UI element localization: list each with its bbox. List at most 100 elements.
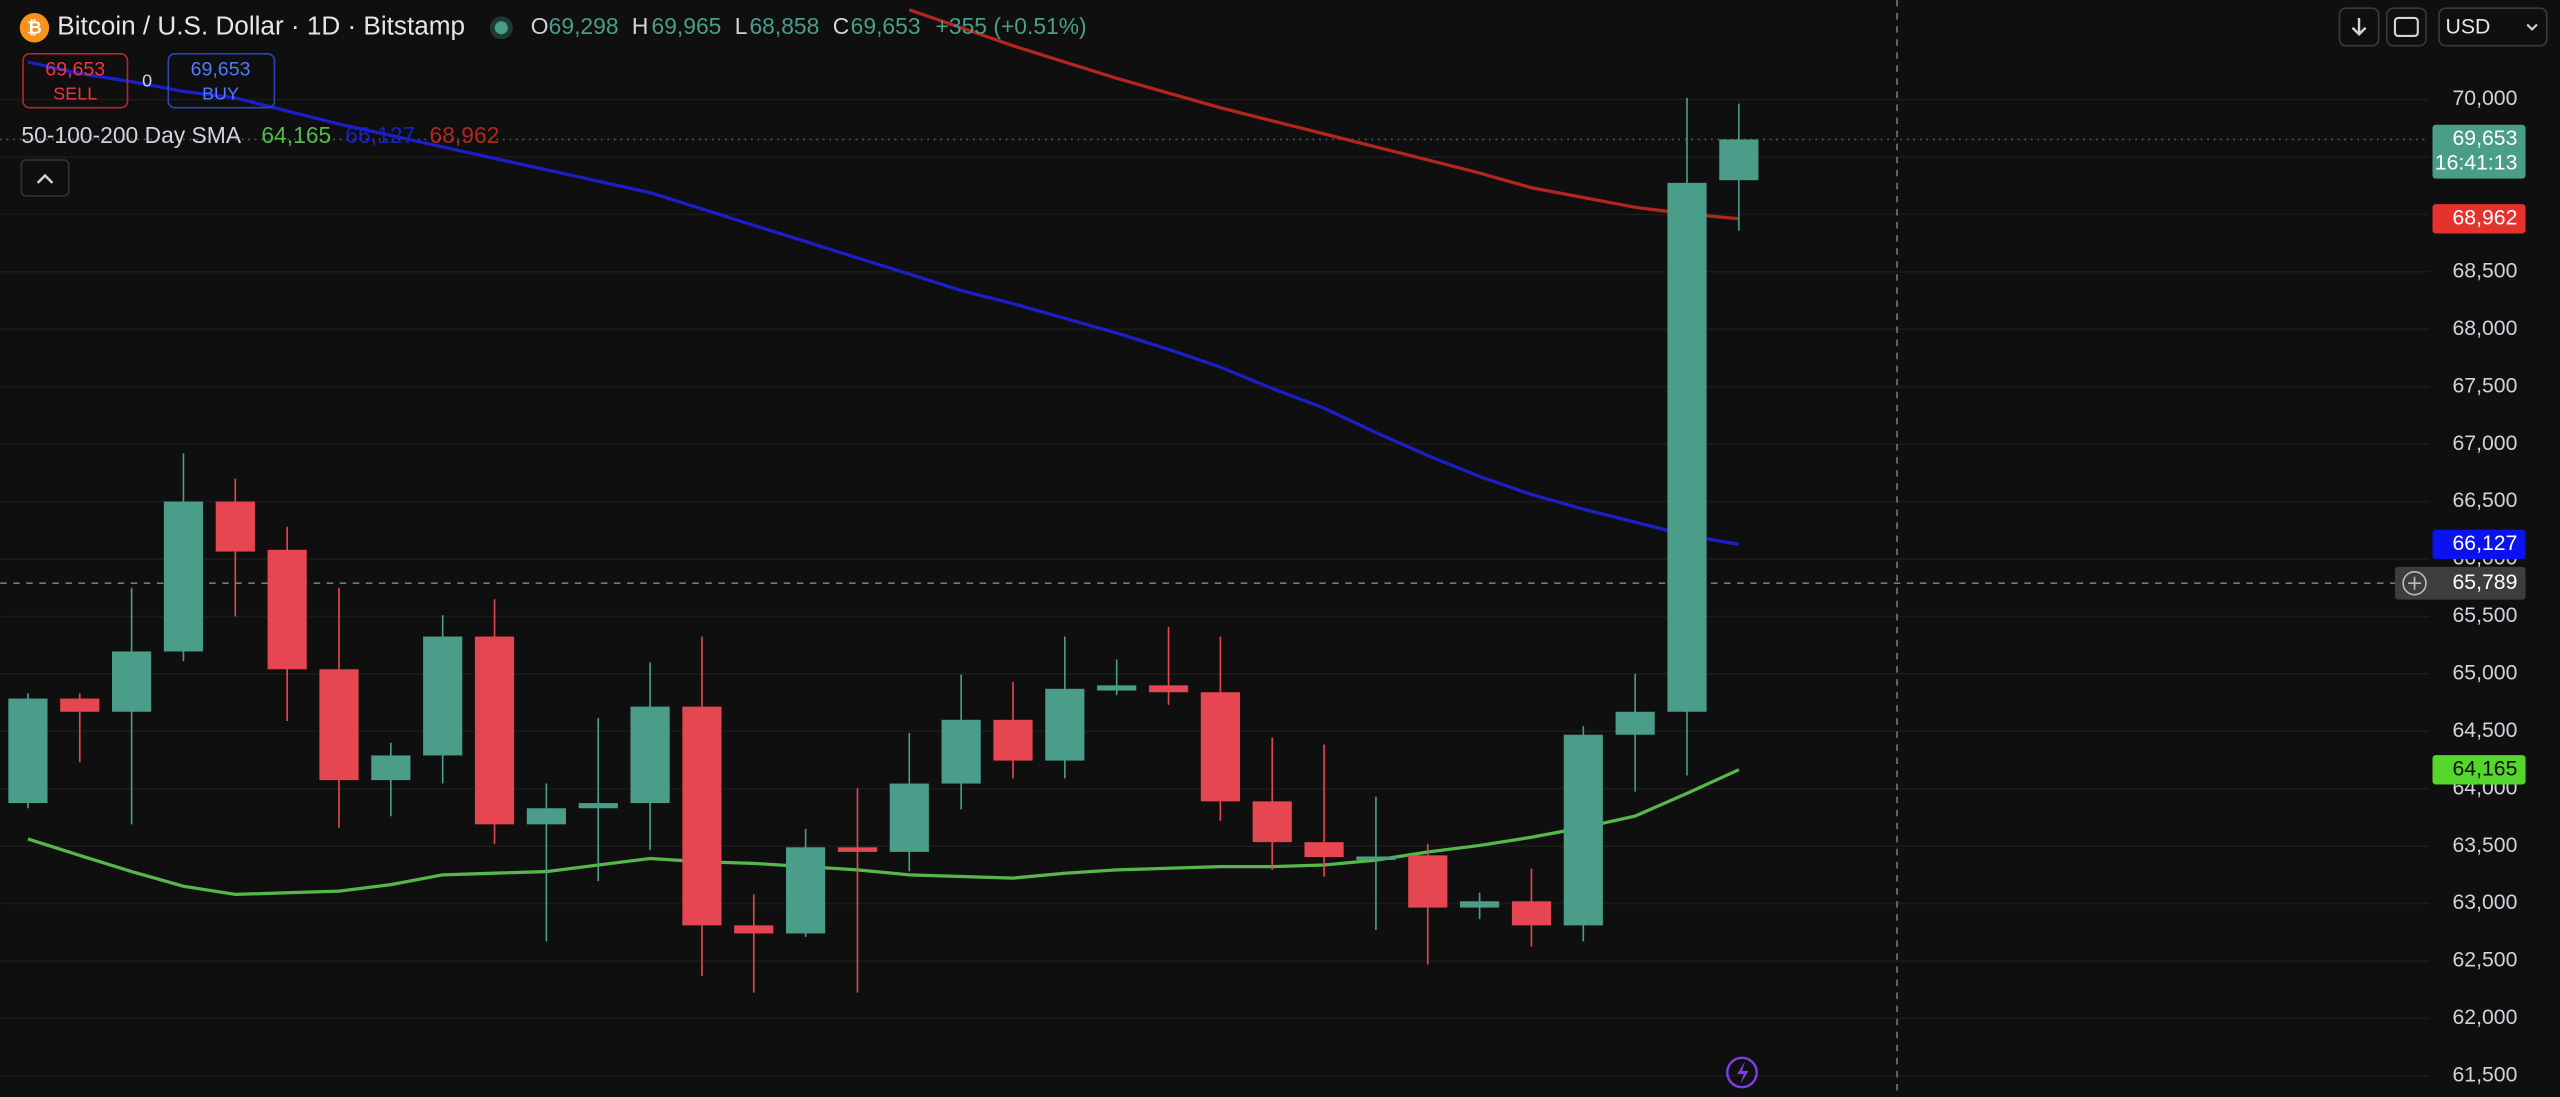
y-tick-label: 63,000 (2452, 891, 2517, 914)
y-tick-label: 68,000 (2452, 317, 2517, 340)
candle-body (1252, 801, 1292, 843)
y-tick-label: 62,500 (2452, 949, 2517, 972)
y-tick-label: 62,000 (2452, 1006, 2517, 1029)
buy-button[interactable] (167, 53, 276, 109)
ohlc-key: H (632, 13, 649, 39)
sell-button[interactable] (22, 53, 129, 109)
ohlc-key: C (833, 13, 850, 39)
candle-body (1511, 901, 1552, 926)
candle-body (1356, 856, 1396, 860)
status-dot (494, 21, 508, 35)
buy-price: 69,653 (191, 58, 251, 80)
price-badge (2432, 529, 2526, 560)
candle-body (889, 783, 929, 852)
ohlc-value: 68,858 (749, 13, 819, 39)
dropdown-chevron (2526, 23, 2538, 31)
candle-body (267, 549, 307, 670)
bitcoin-icon (19, 13, 50, 43)
price-badge (2432, 755, 2526, 785)
candle-body (630, 706, 670, 804)
price-badge (2432, 124, 2526, 179)
candle-body (1719, 139, 1759, 181)
sell-price: 69,653 (45, 58, 105, 80)
ohlc-value: 69,298 (549, 13, 619, 39)
sma-line (27, 768, 1740, 897)
countdown: 16:41:13 (2435, 152, 2518, 175)
sma-line (27, 60, 1740, 547)
price-axis: 61,50062,00062,50063,00063,50064,00064,5… (2394, 0, 2560, 1097)
ohlc-value: 69,965 (652, 13, 722, 39)
y-tick-label: 63,500 (2452, 834, 2517, 857)
y-tick-label: 70,000 (2452, 87, 2517, 110)
candle-body (1200, 692, 1240, 802)
refresh-icon (2393, 16, 2419, 37)
candle-body (837, 847, 878, 852)
candle-body (1563, 734, 1603, 926)
candle-body (734, 925, 774, 934)
candle-body (1460, 901, 1500, 908)
candle-body (941, 719, 981, 784)
candle-body (526, 808, 566, 825)
legend-value: 66,127 (345, 122, 415, 148)
collapse-button[interactable] (20, 159, 70, 197)
candle-body (786, 847, 826, 934)
legend-value: 68,962 (429, 122, 499, 148)
y-tick-label: 61,500 (2452, 1063, 2517, 1086)
candle-body (1148, 685, 1189, 693)
spread: 0 (142, 70, 152, 90)
candle-body (578, 803, 618, 809)
lightning-icon[interactable] (1726, 1056, 1758, 1089)
candle-body (60, 698, 100, 712)
candle-body (215, 501, 255, 552)
legend-value: 64,165 (261, 122, 331, 148)
sell-label: SELL (53, 83, 97, 103)
crosshair-badge (2394, 566, 2526, 600)
y-tick-label: 65,000 (2452, 661, 2517, 684)
candle-body (319, 669, 359, 781)
y-tick-label: 66,500 (2452, 489, 2517, 512)
price-badge-label: 69,653 (2452, 127, 2517, 150)
candle-body (1097, 685, 1137, 691)
ohlc-value: 69,653 (851, 13, 921, 39)
ohlc-key: O (531, 13, 549, 39)
candle-body (8, 698, 48, 804)
ohlc-key: L (735, 13, 748, 39)
refresh-button[interactable] (2385, 7, 2427, 47)
candle-body (112, 651, 152, 712)
grid (0, 98, 2430, 1077)
y-tick-label: 65,500 (2452, 604, 2517, 627)
sma-lines (27, 8, 1740, 897)
candle-body (1304, 842, 1344, 858)
sma-line (908, 8, 1740, 221)
candle-body (682, 706, 722, 926)
bitcoin-symbol: ₿ (27, 17, 42, 37)
candle-body (993, 719, 1033, 761)
chevron (36, 173, 54, 184)
lightning-bolt (1737, 1061, 1749, 1084)
candles (8, 97, 1759, 993)
candle-body (474, 636, 515, 825)
plus-button (2402, 571, 2427, 596)
price-badge-label: 66,127 (2452, 532, 2517, 555)
candle-body (371, 755, 411, 781)
plus-icon (2408, 576, 2422, 590)
y-tick-label: 67,500 (2452, 374, 2517, 397)
y-tick-label: 64,500 (2452, 719, 2517, 742)
arrow-icon (2351, 17, 2367, 37)
buy-label: BUY (202, 83, 239, 103)
price-badge-label: 68,962 (2452, 206, 2517, 229)
currency-select[interactable] (2438, 7, 2548, 47)
candle-body (163, 501, 204, 652)
legend: 64,165 66,127 68,962 (261, 122, 499, 148)
candle-body (423, 636, 463, 756)
y-tick-label: 68,500 (2452, 259, 2517, 282)
indicator-title: 50-100-200 Day SMA (21, 122, 241, 148)
currency: USD (2446, 15, 2491, 38)
y-tick-label: 67,000 (2452, 432, 2517, 455)
change: +355 (+0.51%) (936, 13, 1087, 39)
crosshair-label: 65,789 (2452, 571, 2517, 594)
symbol-title: Bitcoin / U.S. Dollar · 1D · Bitstamp (57, 11, 465, 41)
